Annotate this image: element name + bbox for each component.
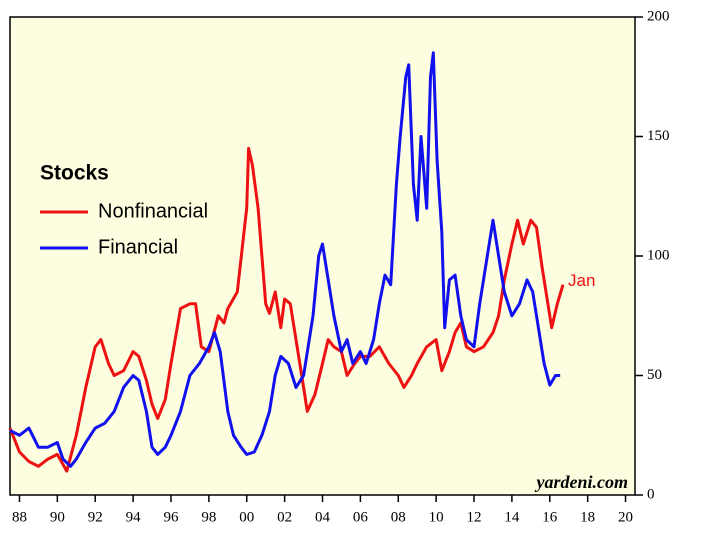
x-tick-label: 94 (126, 509, 142, 525)
y-tick-label: 0 (647, 486, 655, 502)
x-tick-label: 04 (315, 509, 331, 525)
legend-title: Stocks (40, 162, 109, 185)
legend-label: Nonfinancial (98, 200, 208, 222)
y-tick-label: 200 (647, 8, 670, 24)
plot-area (9, 16, 636, 496)
x-tick-label: 14 (504, 509, 520, 525)
x-tick-label: 10 (429, 509, 444, 525)
x-tick-label: 16 (542, 509, 558, 525)
x-tick-label: 12 (467, 509, 482, 525)
x-tick-label: 90 (50, 509, 65, 525)
x-tick-label: 20 (618, 509, 633, 525)
x-tick-label: 88 (12, 509, 27, 525)
x-tick-label: 18 (580, 509, 595, 525)
x-tick-label: 92 (88, 509, 103, 525)
y-tick-label: 100 (647, 247, 670, 263)
x-tick-label: 08 (391, 509, 406, 525)
x-tick-label: 00 (239, 509, 254, 525)
x-tick-label: 06 (353, 509, 369, 525)
legend-label: Financial (98, 236, 178, 258)
series-line (8, 146, 565, 473)
y-tick-label: 150 (647, 128, 670, 144)
x-tick-label: 96 (163, 509, 179, 525)
source: yardeni.com (535, 472, 629, 492)
annotation: Jan (568, 271, 595, 290)
x-tick-label: 02 (277, 509, 292, 525)
y-tick-label: 50 (647, 367, 662, 383)
x-tick-label: 98 (201, 509, 216, 525)
series-line (9, 51, 561, 468)
